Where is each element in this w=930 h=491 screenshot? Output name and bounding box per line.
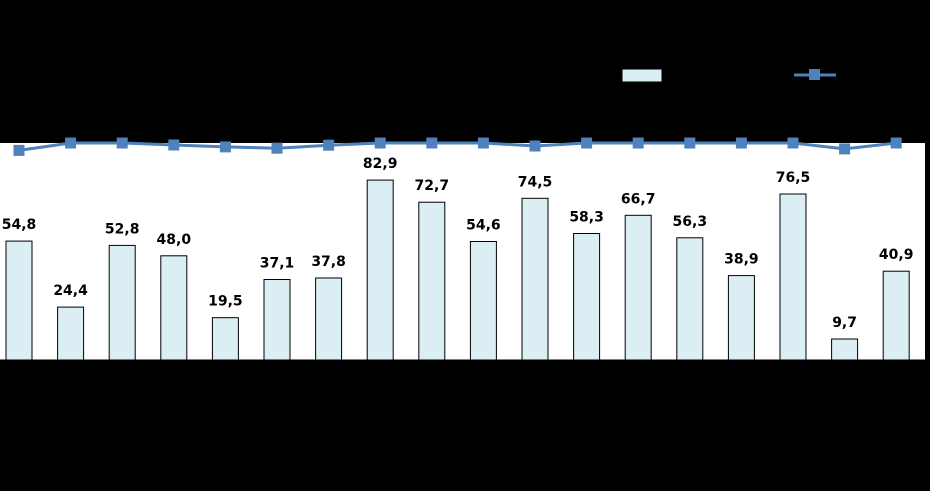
bar-2 (57, 306, 85, 361)
line-marker-13 (632, 137, 644, 149)
line-marker-6 (271, 142, 283, 154)
bar-value-label-9: 72,7 (415, 178, 450, 194)
bar-value-label-4: 48,0 (157, 232, 192, 248)
line-marker-3 (116, 137, 128, 149)
line-marker-15 (735, 137, 747, 149)
line-marker-14 (684, 137, 696, 149)
line-marker-16 (787, 137, 799, 149)
line-group (13, 137, 902, 156)
bar-value-label-18: 40,9 (879, 247, 914, 263)
bar-value-label-15: 38,9 (724, 252, 759, 268)
legend (621, 68, 836, 83)
line-marker-2 (65, 137, 77, 149)
line-marker-1 (13, 144, 25, 156)
bar-11 (521, 197, 549, 361)
bar-value-label-6: 37,1 (260, 256, 295, 272)
bar-value-label-13: 66,7 (621, 191, 656, 207)
bar-1 (5, 240, 33, 361)
line-marker-8 (374, 137, 386, 149)
bar-7 (315, 277, 343, 361)
plot-area (0, 143, 925, 360)
bar-9 (418, 201, 446, 361)
line-marker-12 (581, 137, 593, 149)
bar-4 (160, 255, 188, 361)
bar-14 (676, 237, 704, 361)
line-marker-5 (219, 141, 231, 153)
bar-value-label-17: 9,7 (832, 315, 857, 331)
line-marker-7 (323, 139, 335, 151)
bar-5 (211, 317, 239, 361)
bar-3 (108, 244, 136, 361)
bar-value-label-3: 52,8 (105, 221, 140, 237)
bar-15 (727, 275, 755, 361)
bar-value-label-16: 76,5 (776, 170, 811, 186)
bars-group (5, 179, 910, 361)
bar-value-label-8: 82,9 (363, 156, 398, 172)
line-marker-17 (839, 143, 851, 155)
bar-13 (624, 214, 652, 361)
bar-16 (779, 193, 807, 361)
bar-value-label-2: 24,4 (53, 283, 88, 299)
bar-17 (831, 338, 859, 361)
labels-group: 54,8 24,4 52,8 48,0 19,5 37,1 37,8 82,9 72,7 54,6… (2, 156, 914, 331)
line-marker-4 (168, 139, 180, 151)
bar-value-label-10: 54,6 (466, 218, 501, 234)
legend-swatch-marker (809, 69, 820, 80)
line-marker-10 (477, 137, 489, 149)
bar-12 (573, 233, 601, 361)
bar-10 (469, 241, 497, 361)
bar-value-label-1: 54,8 (2, 217, 37, 233)
bar-value-label-14: 56,3 (673, 214, 708, 230)
bar-18 (882, 270, 910, 361)
bar-value-label-5: 19,5 (208, 294, 243, 310)
bar-value-label-12: 58,3 (569, 210, 604, 226)
line-marker-9 (426, 137, 438, 149)
bar-value-label-7: 37,8 (311, 254, 346, 270)
legend-swatch-bar (621, 68, 663, 83)
bar-6 (263, 279, 291, 361)
line-marker-11 (529, 140, 541, 152)
bar-value-label-11: 74,5 (518, 174, 553, 190)
bar-8 (366, 179, 394, 361)
line-series (18, 141, 897, 152)
line-marker-18 (890, 137, 902, 149)
